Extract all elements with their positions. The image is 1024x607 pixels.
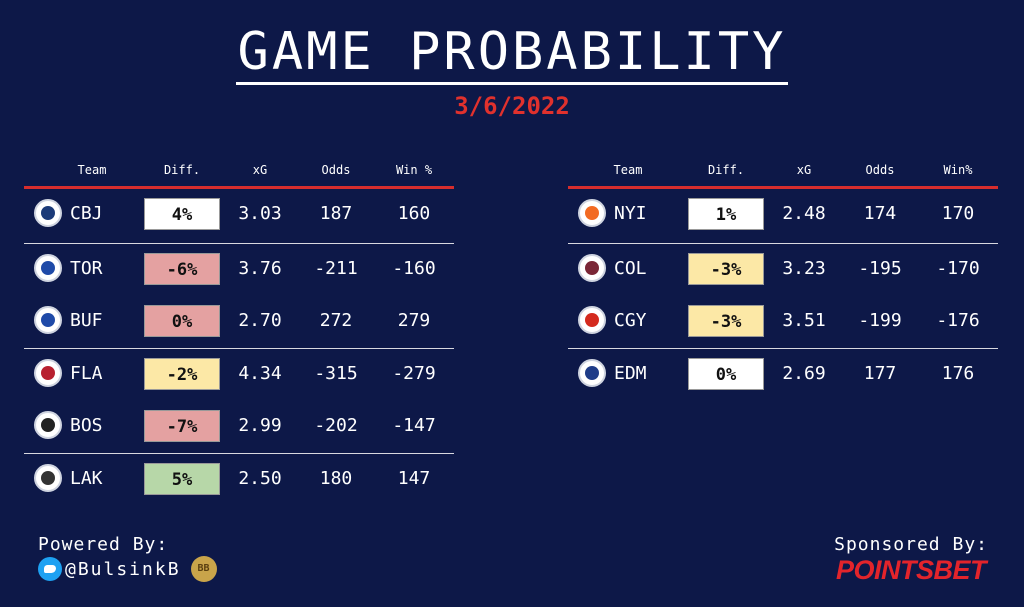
- header-xg: xG: [796, 163, 812, 177]
- header-diff: Diff.: [707, 163, 745, 177]
- kings-logo-icon: [34, 464, 62, 492]
- twitter-handle[interactable]: @BulsinkB: [65, 558, 181, 580]
- table-row: LAK 5% 2.50 180 147: [24, 454, 454, 506]
- win-value: 147: [397, 468, 431, 489]
- bb-badge-icon: BB: [190, 556, 217, 582]
- table-row: FLA -2% 4.34 -315 -279: [24, 349, 454, 401]
- odds-value: -315: [314, 363, 358, 384]
- maple-leafs-logo-icon: [34, 254, 62, 282]
- odds-value: -195: [858, 258, 902, 279]
- xg-value: 2.48: [782, 203, 826, 224]
- table-header: Team Diff. xG Odds Win%: [568, 158, 998, 189]
- powered-by-label: Powered By:: [38, 534, 169, 555]
- xg-value: 3.23: [782, 258, 826, 279]
- diff-badge: 0%: [144, 305, 220, 337]
- team-abbr: BUF: [70, 310, 103, 331]
- team-abbr: LAK: [70, 468, 103, 489]
- win-value: -160: [392, 258, 436, 279]
- header-team: Team: [77, 163, 107, 177]
- header-win: Win %: [395, 163, 433, 177]
- header-odds: Odds: [865, 163, 895, 177]
- diff-badge: 0%: [688, 358, 764, 390]
- avalanche-logo-icon: [578, 254, 606, 282]
- win-value: -170: [936, 258, 980, 279]
- odds-value: 272: [319, 310, 353, 331]
- win-value: -176: [936, 310, 980, 331]
- xg-value: 2.69: [782, 363, 826, 384]
- oilers-logo-icon: [578, 359, 606, 387]
- xg-value: 2.70: [238, 310, 282, 331]
- team-abbr: EDM: [614, 363, 647, 384]
- team-abbr: NYI: [614, 203, 647, 224]
- table-row: CGY -3% 3.51 -199 -176: [568, 296, 998, 349]
- win-value: 279: [397, 310, 431, 331]
- win-value: -147: [392, 415, 436, 436]
- bruins-logo-icon: [34, 411, 62, 439]
- header-xg: xG: [252, 163, 268, 177]
- odds-value: -211: [314, 258, 358, 279]
- xg-value: 3.03: [238, 203, 282, 224]
- odds-value: 174: [863, 203, 897, 224]
- team-abbr: COL: [614, 258, 647, 279]
- game-date: 3/6/2022: [454, 92, 570, 120]
- sponsored-by-label: Sponsored By:: [834, 534, 988, 555]
- odds-value: -202: [314, 415, 358, 436]
- win-value: 176: [941, 363, 975, 384]
- table-row: BUF 0% 2.70 272 279: [24, 296, 454, 349]
- diff-badge: -6%: [144, 253, 220, 285]
- header-diff: Diff.: [163, 163, 201, 177]
- twitter-icon: [38, 557, 62, 581]
- blue-jackets-logo-icon: [34, 199, 62, 227]
- team-abbr: CBJ: [70, 203, 103, 224]
- diff-badge: -3%: [688, 305, 764, 337]
- table-row: NYI 1% 2.48 174 170: [568, 189, 998, 244]
- table-row: BOS -7% 2.99 -202 -147: [24, 401, 454, 454]
- odds-value: 180: [319, 468, 353, 489]
- author-credit: @BulsinkB BB: [38, 556, 217, 582]
- header-win: Win%: [943, 163, 973, 177]
- team-abbr: CGY: [614, 310, 647, 331]
- team-abbr: FLA: [70, 363, 103, 384]
- xg-value: 2.99: [238, 415, 282, 436]
- diff-badge: -7%: [144, 410, 220, 442]
- table-row: TOR -6% 3.76 -211 -160: [24, 244, 454, 296]
- table-rows: CBJ 4% 3.03 187 160 TOR -6% 3.76 -211 -160 BUF 0% 2.…: [24, 189, 454, 506]
- flames-logo-icon: [578, 306, 606, 334]
- odds-value: 187: [319, 203, 353, 224]
- xg-value: 2.50: [238, 468, 282, 489]
- table-row: COL -3% 3.23 -195 -170: [568, 244, 998, 296]
- odds-value: 177: [863, 363, 897, 384]
- sabres-logo-icon: [34, 306, 62, 334]
- diff-badge: 1%: [688, 198, 764, 230]
- diff-badge: 4%: [144, 198, 220, 230]
- table-row: CBJ 4% 3.03 187 160: [24, 189, 454, 244]
- win-value: 170: [941, 203, 975, 224]
- title-text: GAME PROBABILITY: [235, 22, 789, 85]
- table-header: Team Diff. xG Odds Win %: [24, 158, 454, 189]
- islanders-logo-icon: [578, 199, 606, 227]
- team-abbr: TOR: [70, 258, 103, 279]
- right-games-table: Team Diff. xG Odds Win% NYI 1% 2.48 174 170 C…: [568, 158, 998, 401]
- xg-value: 3.76: [238, 258, 282, 279]
- win-value: -279: [392, 363, 436, 384]
- diff-badge: -2%: [144, 358, 220, 390]
- panthers-logo-icon: [34, 359, 62, 387]
- diff-badge: 5%: [144, 463, 220, 495]
- odds-value: -199: [858, 310, 902, 331]
- xg-value: 4.34: [238, 363, 282, 384]
- sponsor-logo: POINTSBET: [835, 555, 987, 585]
- header-odds: Odds: [321, 163, 351, 177]
- left-games-table: Team Diff. xG Odds Win % CBJ 4% 3.03 187 160…: [24, 158, 454, 506]
- win-value: 160: [397, 203, 431, 224]
- header-team: Team: [613, 163, 643, 177]
- xg-value: 3.51: [782, 310, 826, 331]
- diff-badge: -3%: [688, 253, 764, 285]
- table-rows: NYI 1% 2.48 174 170 COL -3% 3.23 -195 -170 CGY -3% 3…: [568, 189, 998, 401]
- page-title: GAME PROBABILITY: [0, 22, 1024, 85]
- table-row: EDM 0% 2.69 177 176: [568, 349, 998, 401]
- team-abbr: BOS: [70, 415, 103, 436]
